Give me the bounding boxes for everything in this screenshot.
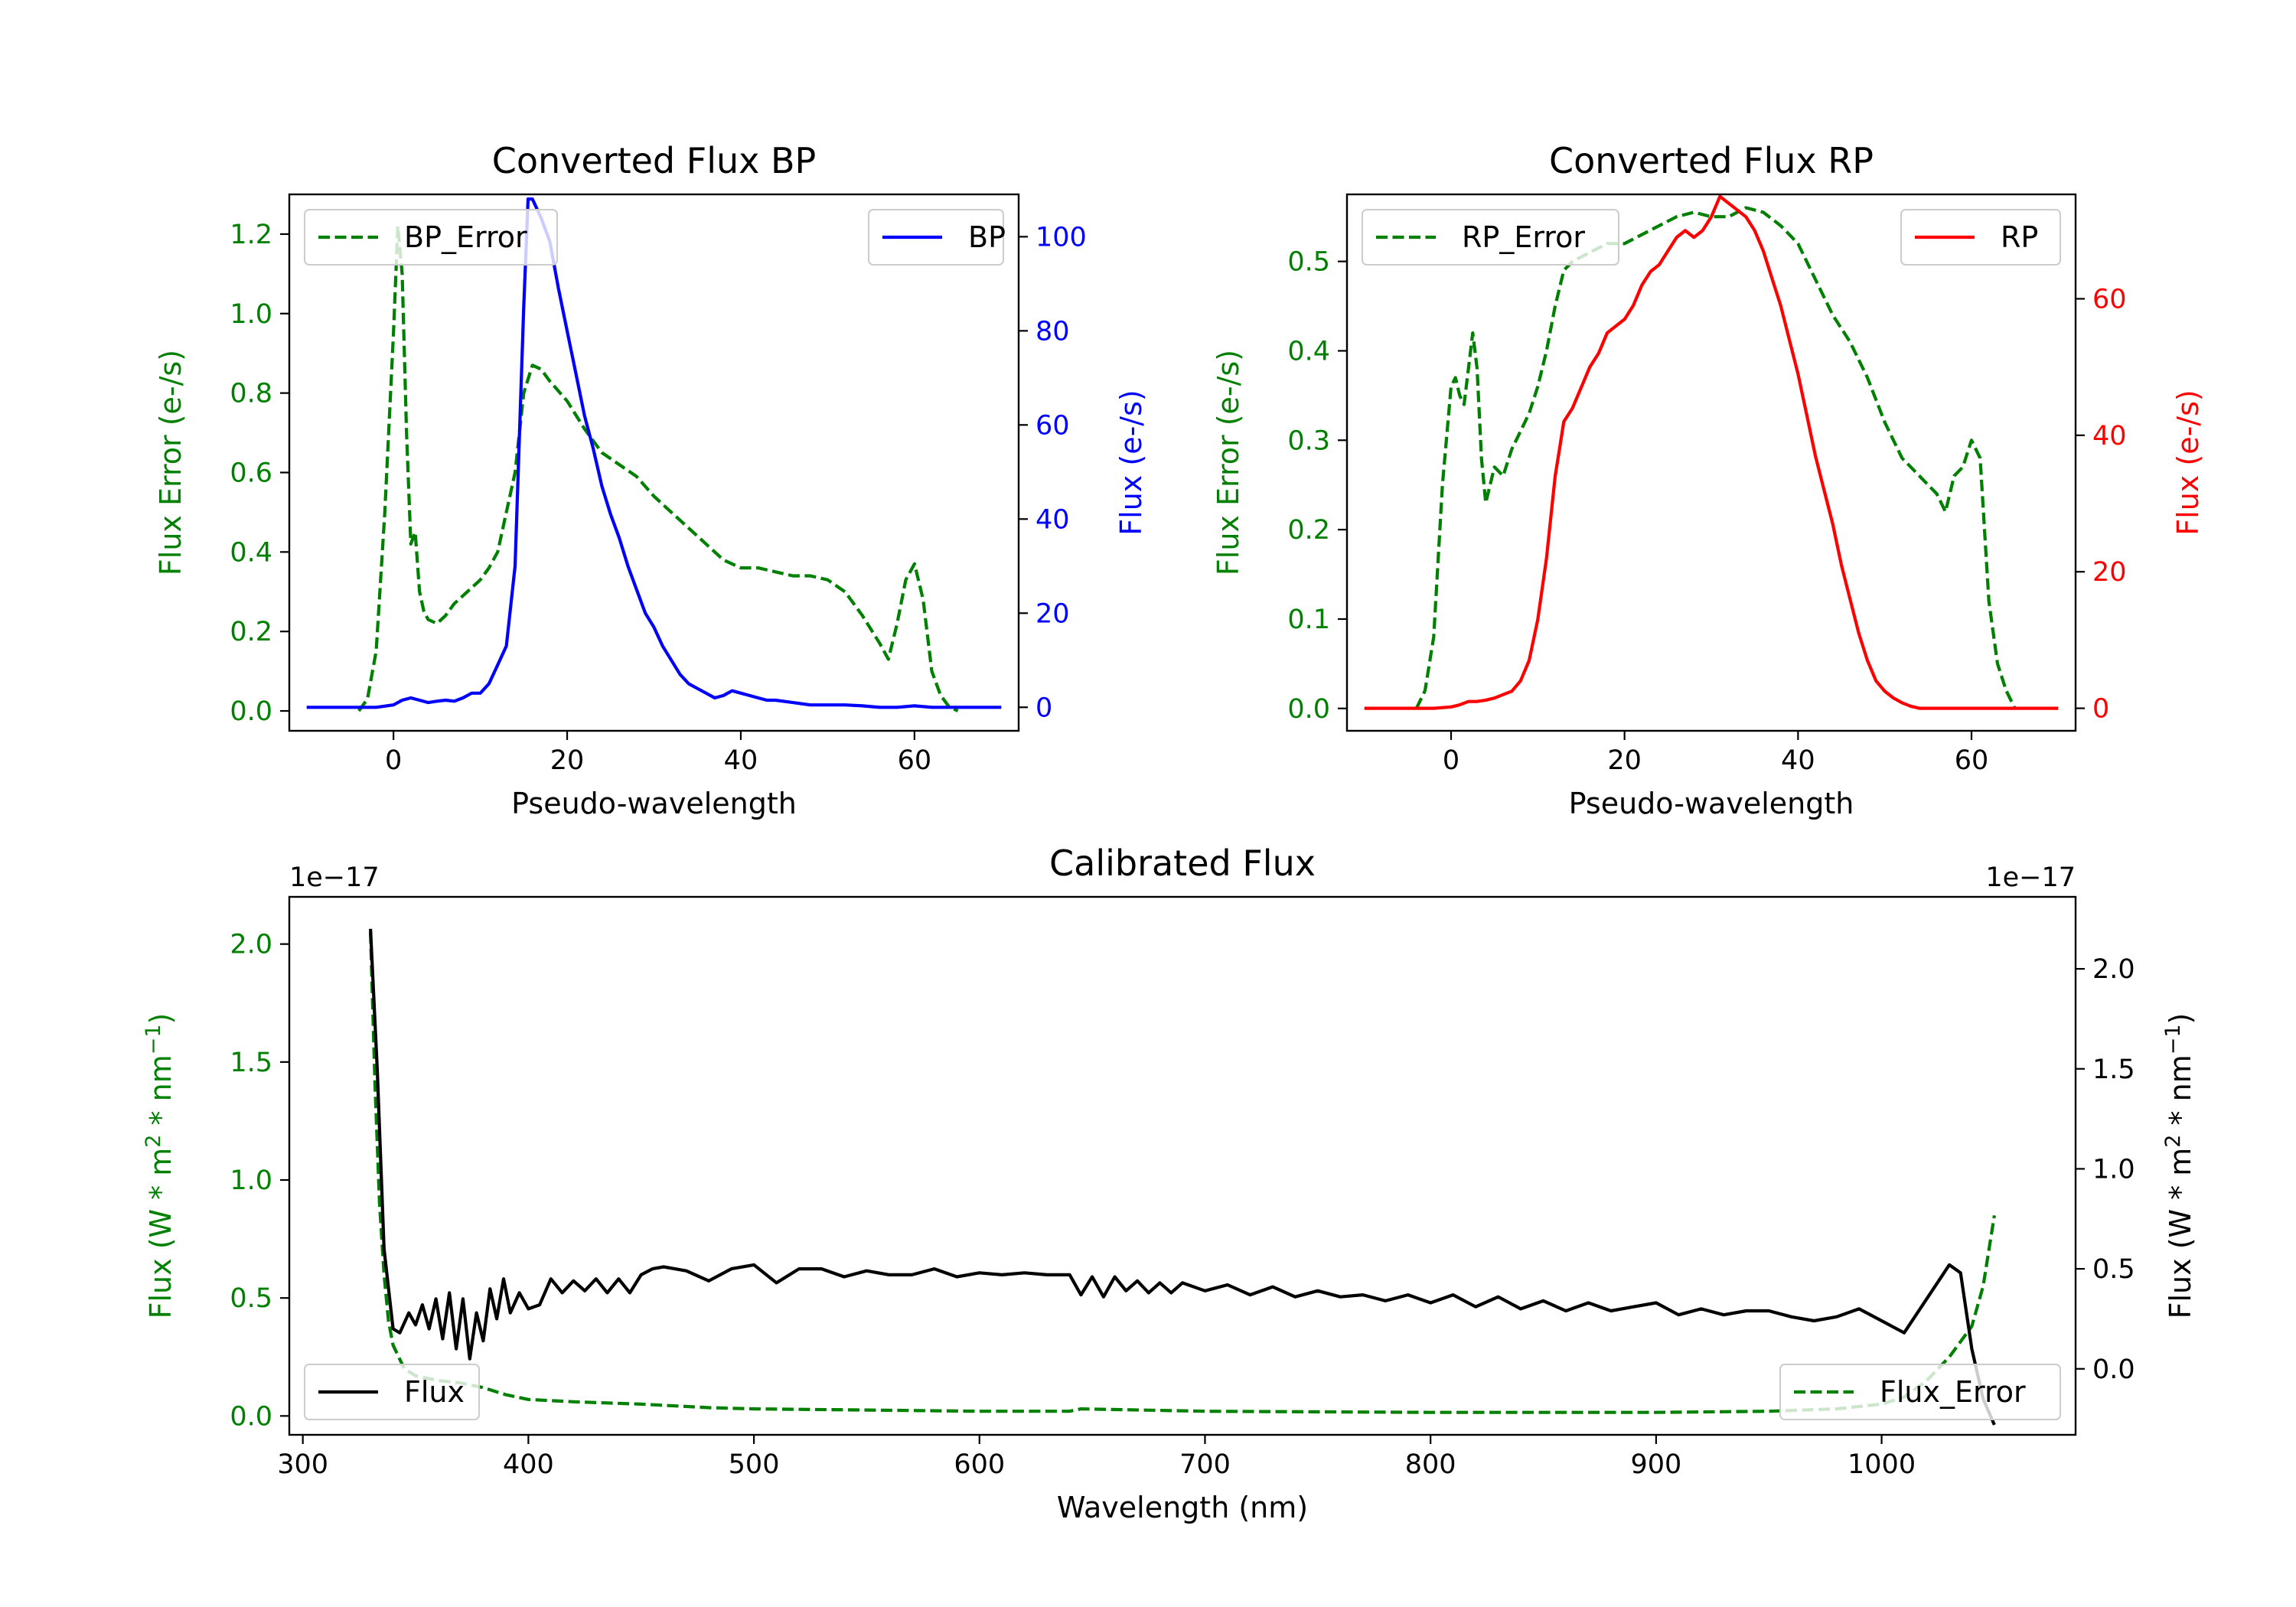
legend-frame (304, 209, 558, 266)
x-tick-label: 1000 (1848, 1449, 1916, 1480)
left-y-axis-label: Flux (W * m2 * nm−1) (142, 1013, 178, 1319)
series-line-bp (306, 197, 1002, 709)
chart-bp: 0 20 40 60 0.0 0.2 0.4 0.6 0.8 1.0 1.2 0 20 40 60 80 100… (154, 140, 1148, 820)
right-y-axis-label: Flux (e-/s) (2171, 390, 2205, 535)
right-y-tick-label: 100 (1035, 222, 1087, 253)
right-y-tick-label: 1.5 (2092, 1054, 2135, 1085)
x-tick-label: 900 (1630, 1449, 1681, 1480)
legend-label: RP (2001, 220, 2038, 254)
chart-calibrated: 300 400 500 600 700 800 900 1000 0.0 0.5 1.0 1.5 2.0… (142, 843, 2197, 1524)
x-axis-label: Pseudo-wavelength (511, 787, 797, 820)
x-tick-label: 400 (503, 1449, 554, 1480)
right-y-tick-label: 0.0 (2092, 1354, 2135, 1385)
left-y-tick-label: 0.0 (230, 696, 272, 727)
legend-frame (304, 1364, 480, 1420)
legend-bp: BP (868, 209, 1006, 266)
series-line-rp-error (1414, 206, 2017, 709)
chart-title: Calibrated Flux (1049, 843, 1316, 884)
chart-title: Converted Flux BP (492, 140, 817, 181)
left-y-tick-label: 0.4 (230, 537, 272, 568)
left-y-tick-label: 2.0 (230, 930, 272, 960)
x-tick-label: 60 (1955, 745, 1989, 776)
right-y-axis-label: Flux (e-/s) (1114, 390, 1148, 535)
right-y-axis-label: Flux (W * m2 * nm−1) (2161, 1013, 2197, 1319)
right-y-tick-label: 60 (2092, 284, 2127, 315)
legend-bp-error: BP_Error (304, 209, 558, 266)
x-axis-label: Pseudo-wavelength (1569, 787, 1854, 820)
legend-frame (1779, 1364, 2061, 1420)
left-y-tick-label: 0.2 (1287, 515, 1330, 546)
left-y-tick-label: 0.4 (1287, 336, 1330, 367)
left-y-tick-label: 0.2 (230, 617, 272, 647)
right-y-tick-label: 0.5 (2092, 1254, 2135, 1285)
legend-label: BP (968, 220, 1006, 254)
right-y-tick-label: 2.0 (2092, 954, 2135, 985)
legend-frame (1900, 209, 2061, 266)
left-y-axis-label: Flux Error (e-/s) (1212, 350, 1245, 575)
left-axis-offset: 1e−17 (289, 862, 380, 893)
left-y-tick-label: 0.6 (230, 458, 272, 488)
right-y-tick-label: 20 (1035, 598, 1070, 629)
left-y-tick-label: 0.8 (230, 379, 272, 409)
x-tick-label: 700 (1179, 1449, 1231, 1480)
legend-label: Flux_Error (1880, 1375, 2026, 1409)
right-y-tick-label: 60 (1035, 410, 1070, 441)
x-tick-label: 40 (1781, 745, 1815, 776)
x-tick-label: 800 (1405, 1449, 1456, 1480)
left-y-tick-label: 1.0 (230, 1165, 272, 1196)
right-y-tick-label: 40 (1035, 504, 1070, 535)
x-tick-label: 20 (550, 745, 585, 776)
legend-frame (1362, 209, 1619, 266)
axes-frame (288, 193, 1020, 732)
series-line-rp (1364, 194, 2059, 710)
legend-rp-error: RP_Error (1362, 209, 1619, 266)
right-y-tick-label: 80 (1035, 316, 1070, 347)
x-tick-label: 0 (1443, 745, 1459, 776)
axes-frame (288, 895, 2077, 1436)
x-tick-label: 0 (385, 745, 402, 776)
x-tick-label: 300 (277, 1449, 328, 1480)
right-y-tick-label: 0 (1035, 693, 1052, 723)
right-y-tick-label: 1.0 (2092, 1154, 2135, 1185)
legend-label: BP_Error (404, 220, 527, 254)
left-y-tick-label: 0.1 (1287, 605, 1330, 635)
left-y-tick-label: 0.0 (1287, 694, 1330, 725)
legend-label: Flux (404, 1375, 465, 1409)
legend-flux-error: Flux_Error (1779, 1364, 2061, 1420)
left-y-tick-label: 0.5 (1287, 247, 1330, 278)
left-y-tick-label: 1.2 (230, 220, 272, 250)
x-tick-label: 20 (1607, 745, 1642, 776)
left-y-tick-label: 0.0 (230, 1401, 272, 1432)
right-y-tick-label: 0 (2092, 694, 2109, 725)
left-y-tick-label: 1.5 (230, 1048, 272, 1078)
x-tick-label: 40 (724, 745, 758, 776)
x-tick-label: 600 (954, 1449, 1005, 1480)
right-axis-offset: 1e−17 (1985, 862, 2076, 893)
right-y-tick-label: 20 (2092, 557, 2127, 588)
left-y-tick-label: 0.5 (230, 1283, 272, 1314)
chart-title: Converted Flux RP (1549, 140, 1874, 181)
left-y-tick-label: 0.3 (1287, 425, 1330, 456)
legend-label: RP_Error (1462, 220, 1585, 254)
series-line-flux-error (369, 932, 1996, 1414)
x-axis-label: Wavelength (nm) (1057, 1491, 1308, 1524)
left-y-axis-label: Flux Error (e-/s) (154, 350, 188, 575)
legend-rp: RP (1900, 209, 2061, 266)
series-line-flux (369, 928, 1996, 1426)
left-y-tick-label: 1.0 (230, 299, 272, 330)
right-y-tick-label: 40 (2092, 421, 2127, 451)
legend-flux: Flux (304, 1364, 480, 1420)
x-tick-label: 60 (898, 745, 932, 776)
x-tick-label: 500 (729, 1449, 780, 1480)
axes-frame (1345, 193, 2077, 732)
series-line-bp-error (357, 224, 959, 712)
chart-rp: 0 20 40 60 0.0 0.1 0.2 0.3 0.4 0.5 0 20 40 60 Converte… (1212, 140, 2205, 820)
